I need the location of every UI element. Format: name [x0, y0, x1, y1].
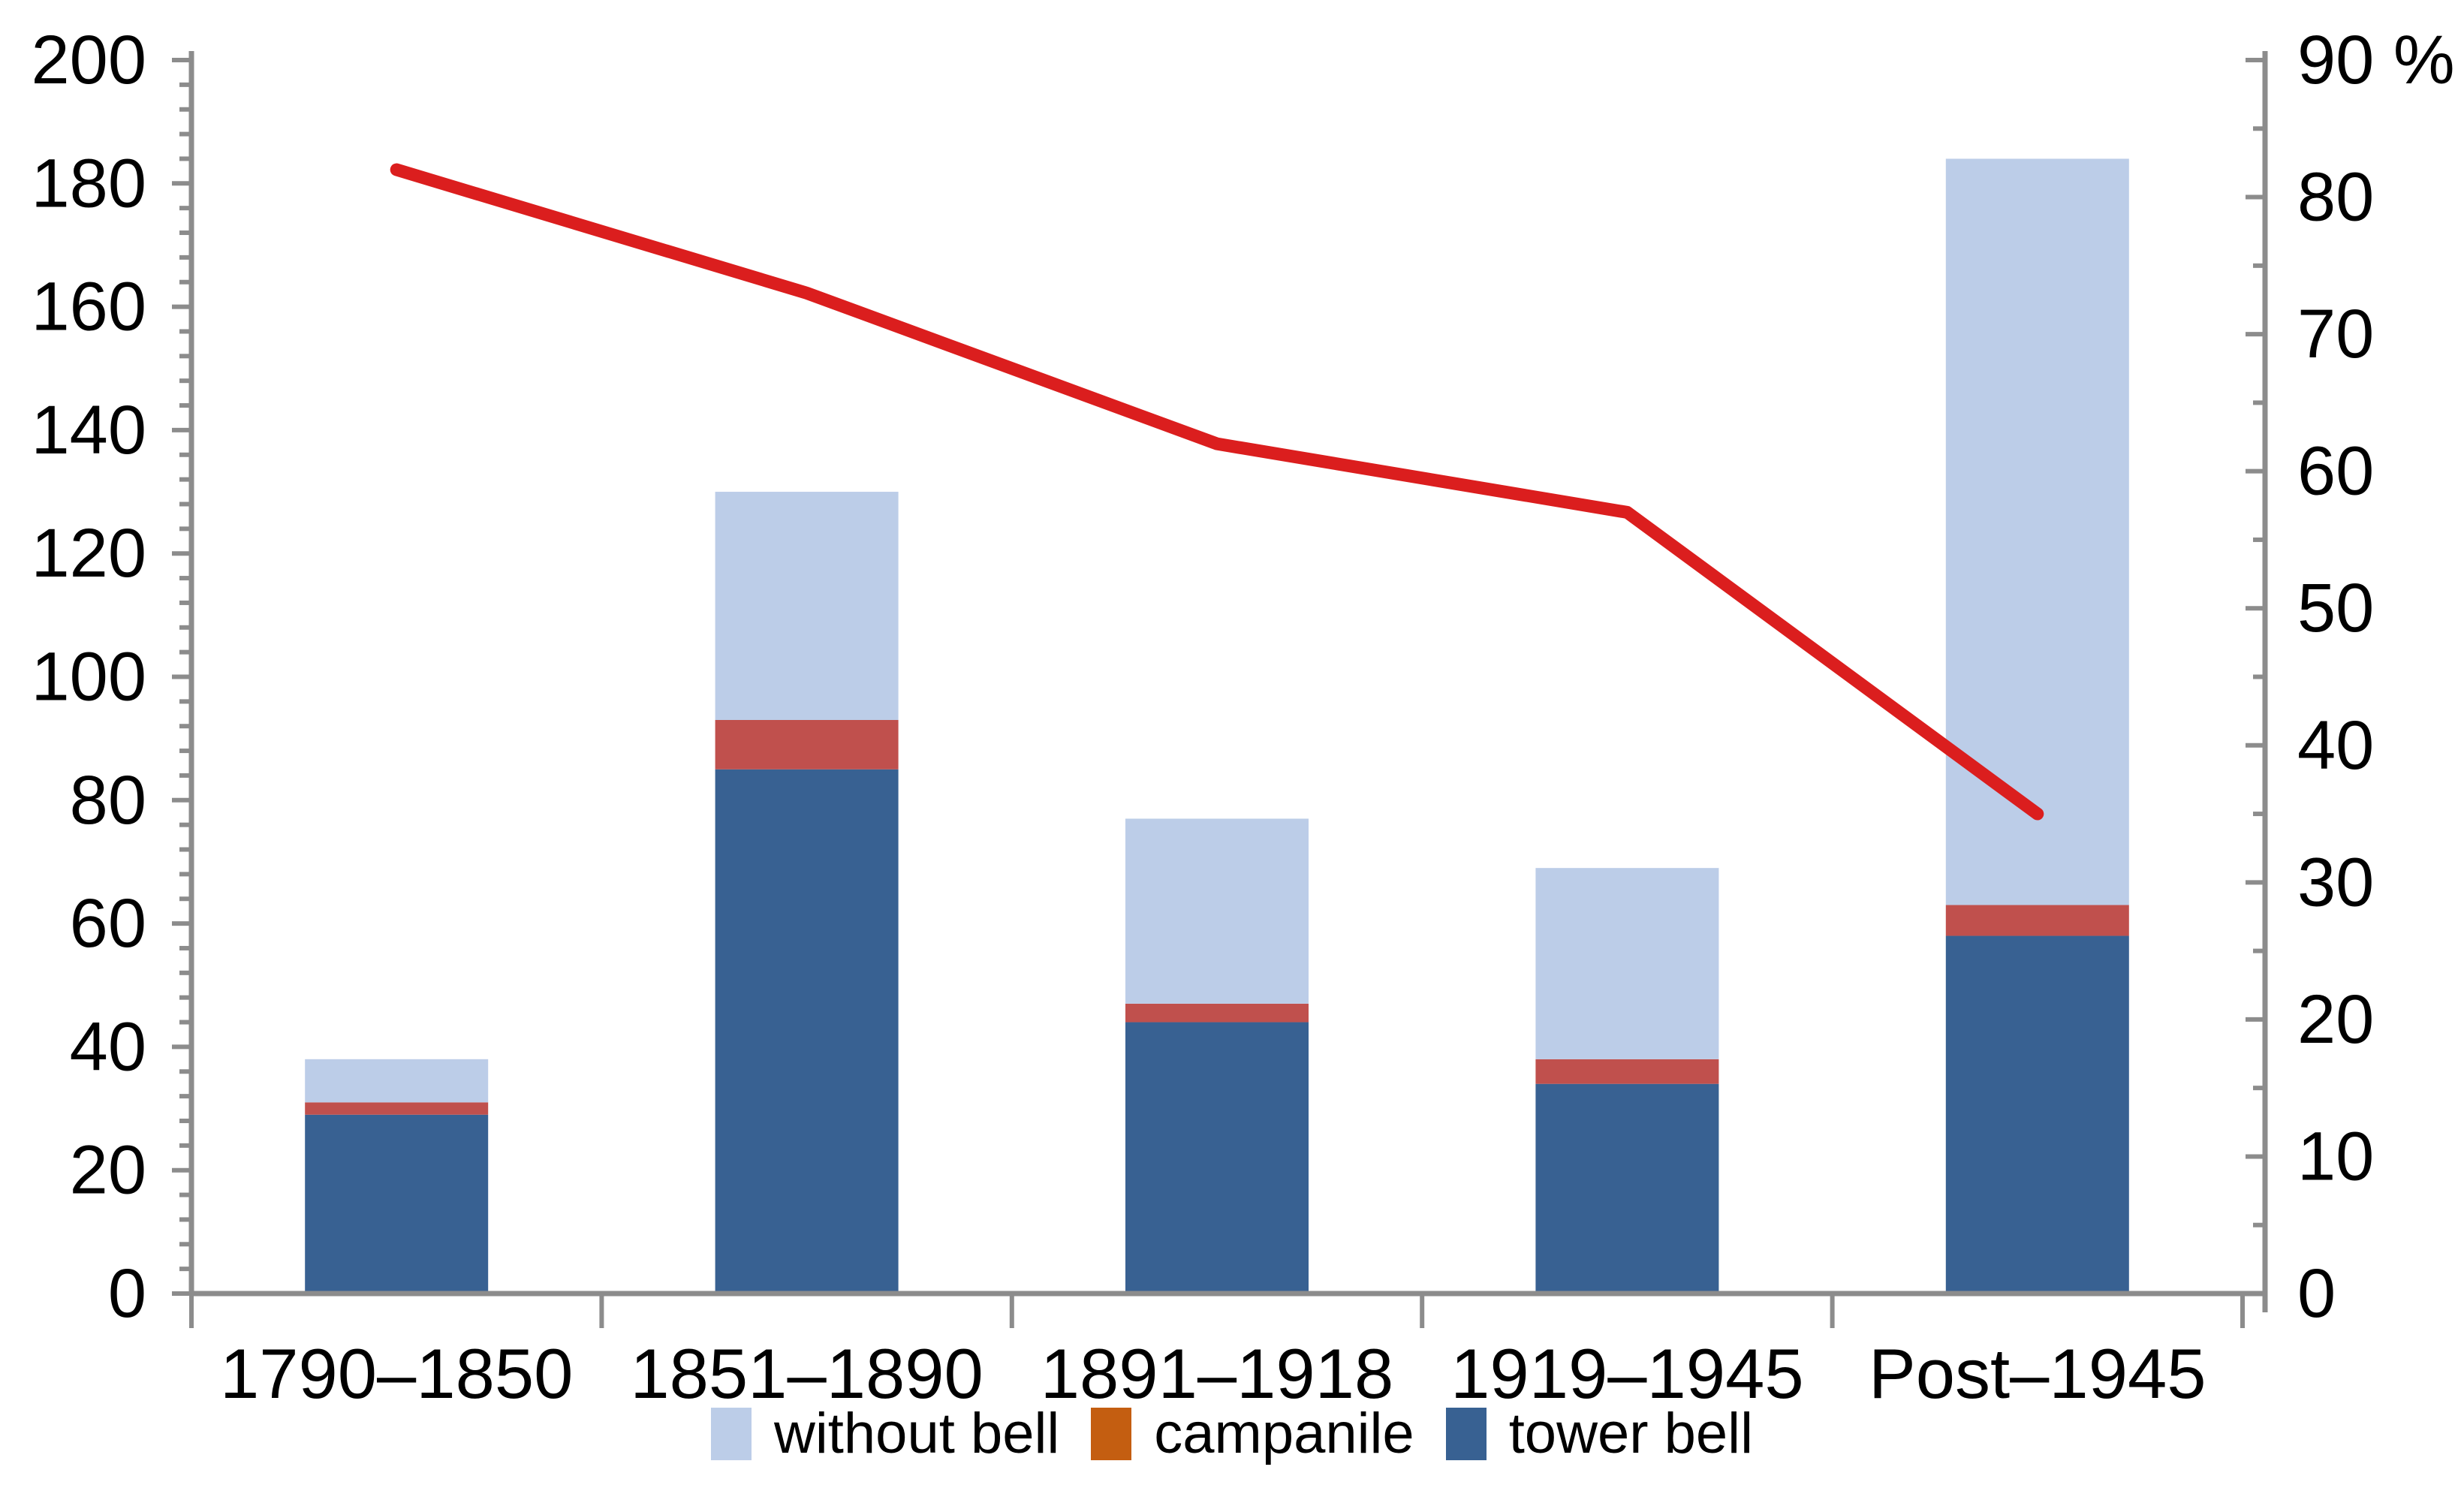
bar-segment-without-bell-3: [1535, 868, 1719, 1059]
bar-segment-campanile-4: [1945, 905, 2129, 936]
left-axis-label: 100: [32, 639, 147, 715]
legend-item-tower-bell: tower bell: [1445, 1402, 1753, 1465]
left-axis-label: 180: [32, 145, 147, 221]
category-label-3: 1919–1945: [1450, 1334, 1804, 1413]
category-label-4: Post–1945: [1869, 1334, 2206, 1413]
axes: 0 20 40 60 80 100 120 140 160 180 200 0 10 20 30 40 50 60…: [32, 22, 2455, 1413]
bar-segment-tower-bell-3: [1535, 1083, 1719, 1294]
bar-segment-without-bell-1: [715, 492, 899, 721]
bar-segment-campanile-2: [1125, 1003, 1309, 1023]
right-axis-label: 70: [2297, 296, 2374, 372]
left-axis-label: 40: [70, 1008, 146, 1085]
legend-label-campanile: campanile: [1154, 1402, 1414, 1465]
category-label-1: 1851–1890: [630, 1334, 983, 1413]
right-axis-label: 80: [2297, 159, 2374, 236]
bar-segment-tower-bell-2: [1125, 1022, 1309, 1294]
right-axis-label: 60: [2297, 433, 2374, 510]
category-label-2: 1891–1918: [1041, 1334, 1394, 1413]
left-axis-label: 160: [32, 269, 147, 345]
bar-segment-without-bell-4: [1945, 158, 2129, 905]
left-axis-label: 20: [70, 1132, 146, 1209]
legend-swatch-campanile: [1091, 1408, 1132, 1460]
right-axis-label: 50: [2297, 570, 2374, 646]
bar-segment-tower-bell-0: [305, 1114, 489, 1294]
bar-segment-without-bell-0: [305, 1059, 489, 1103]
category-label-0: 1790–1850: [220, 1334, 574, 1413]
left-axis-label: 60: [70, 885, 146, 962]
bar-segment-tower-bell-1: [715, 769, 899, 1294]
right-axis-label: 10: [2297, 1118, 2374, 1194]
legend-label-without-bell: without bell: [774, 1402, 1060, 1465]
legend-label-tower-bell: tower bell: [1508, 1402, 1753, 1465]
legend-item-without-bell: without bell: [711, 1405, 1059, 1462]
right-axis-label: 0: [2297, 1255, 2336, 1332]
left-axis-label: 140: [32, 392, 147, 468]
right-axis-label: 30: [2297, 844, 2374, 920]
bars: [305, 158, 2129, 1294]
right-axis-label: 90 %: [2297, 22, 2455, 98]
bar-segment-campanile-3: [1535, 1059, 1719, 1084]
bar-segment-campanile-0: [305, 1102, 489, 1115]
bar-segment-tower-bell-4: [1945, 935, 2129, 1294]
left-axis-label: 200: [32, 22, 147, 98]
right-axis-label: 20: [2297, 981, 2374, 1058]
legend-swatch-without-bell: [711, 1408, 752, 1460]
right-axis-label: 40: [2297, 707, 2374, 784]
left-axis-label: 80: [70, 762, 146, 839]
left-axis-label: 0: [108, 1255, 146, 1332]
legend-swatch-tower-bell: [1445, 1408, 1487, 1460]
percentage-trend-line: [390, 163, 2044, 821]
bar-segment-without-bell-2: [1125, 818, 1309, 1004]
left-axis-label: 120: [32, 515, 147, 592]
legend-item-campanile: campanile: [1091, 1405, 1414, 1462]
bar-segment-campanile-1: [715, 720, 899, 770]
legend: without bell campanile tower bell: [0, 1405, 2464, 1462]
